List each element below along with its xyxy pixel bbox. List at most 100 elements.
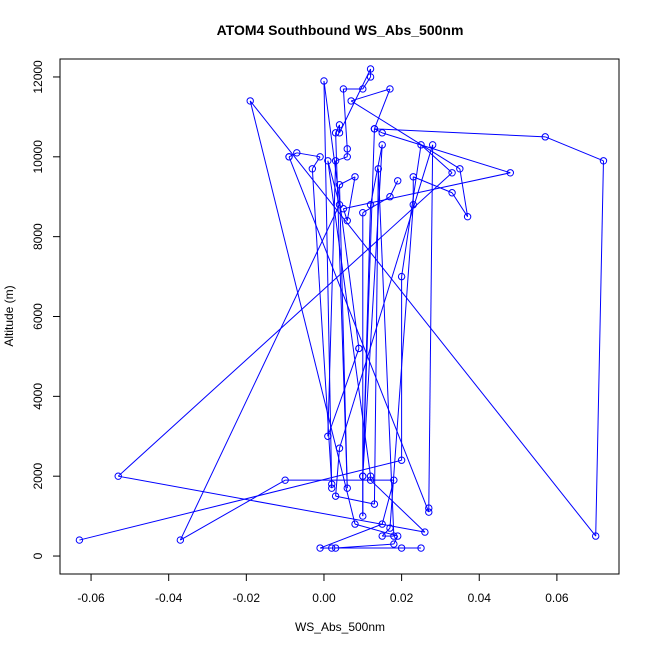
data-point xyxy=(246,97,254,105)
y-tick-label: 10000 xyxy=(31,140,45,174)
series-segment xyxy=(343,172,511,210)
data-point xyxy=(351,520,359,528)
series-segment xyxy=(311,168,333,485)
data-point xyxy=(335,201,344,209)
data-point xyxy=(359,512,367,520)
series-segment xyxy=(377,168,395,537)
y-tick-label: 2000 xyxy=(31,463,45,490)
data-point xyxy=(390,540,398,548)
series-segment xyxy=(545,136,604,162)
series-segment xyxy=(339,176,356,186)
series-segment xyxy=(335,156,348,162)
x-axis: -0.06 -0.04 -0.02 0.00 0.02 0.04 0.06 xyxy=(77,573,569,605)
data-point xyxy=(75,536,84,544)
series-segment xyxy=(373,168,379,505)
series-segment xyxy=(362,144,383,477)
data-point xyxy=(343,484,351,492)
series-segment xyxy=(401,144,422,277)
series-segment xyxy=(374,128,546,138)
data-point xyxy=(386,85,394,93)
data-point xyxy=(335,129,344,137)
data-point xyxy=(386,524,394,532)
data-point xyxy=(394,177,402,185)
data-point xyxy=(343,216,351,225)
series-segment xyxy=(179,204,340,541)
y-tick-label: 0 xyxy=(31,552,45,559)
data-point xyxy=(316,153,324,161)
data-point xyxy=(331,129,340,137)
data-point xyxy=(316,544,324,552)
series-segment xyxy=(339,144,434,449)
y-axis-label: Altitude (m) xyxy=(2,285,16,346)
y-tick-label: 4000 xyxy=(31,383,45,410)
series-segment xyxy=(350,100,461,170)
data-point xyxy=(425,508,433,516)
data-point xyxy=(417,544,425,552)
data-point xyxy=(359,85,367,93)
series-segment xyxy=(296,152,321,158)
series-segment xyxy=(354,523,398,537)
data-point xyxy=(599,157,608,165)
data-point xyxy=(339,205,348,213)
series-segment xyxy=(118,475,425,533)
data-point xyxy=(592,532,600,540)
series-segment xyxy=(327,348,360,437)
x-tick-label: 0.02 xyxy=(390,591,414,605)
series-segment xyxy=(370,479,426,533)
series-segment xyxy=(117,172,453,477)
data-point xyxy=(448,189,456,197)
series-segment xyxy=(595,160,604,537)
data-point xyxy=(335,121,344,129)
data-point xyxy=(308,165,317,173)
data-point xyxy=(425,504,433,512)
data-point xyxy=(328,480,336,488)
series-segment xyxy=(79,459,402,541)
series-segment xyxy=(389,180,399,197)
data-point xyxy=(366,65,375,73)
data-point xyxy=(335,444,344,452)
data-point xyxy=(397,544,406,552)
x-tick-label: 0.00 xyxy=(312,591,336,605)
chart-title: ATOM4 Southbound WS_Abs_500nm xyxy=(217,22,464,38)
data-point xyxy=(541,133,549,141)
data-point xyxy=(176,536,185,544)
data-point xyxy=(343,145,351,153)
data-point xyxy=(324,157,332,165)
series-segment xyxy=(249,100,356,525)
data-point xyxy=(339,85,348,93)
data-point xyxy=(293,149,301,157)
data-point xyxy=(366,476,375,484)
series-segment xyxy=(420,144,453,174)
series-segment xyxy=(311,156,321,170)
data-point xyxy=(448,169,456,177)
series-segment xyxy=(327,160,340,205)
y-axis: 0 2000 4000 6000 8000 10000 12000 xyxy=(31,60,61,559)
series-segment xyxy=(335,495,375,505)
series-segment xyxy=(339,68,372,134)
x-tick-label: -0.04 xyxy=(155,591,183,605)
data-point xyxy=(394,532,402,540)
series-segment xyxy=(288,156,430,513)
data-point xyxy=(378,532,386,540)
series-segment xyxy=(381,480,395,525)
data-point xyxy=(428,141,437,149)
series-segment xyxy=(180,479,286,541)
series-segment xyxy=(335,448,340,497)
series-segment xyxy=(382,132,511,174)
series-segment xyxy=(249,100,597,537)
series-layer xyxy=(75,65,608,552)
data-point xyxy=(328,544,336,552)
series-segment xyxy=(373,88,391,130)
data-point xyxy=(366,472,375,480)
data-point xyxy=(331,544,340,552)
data-point xyxy=(463,212,472,221)
y-tick-label: 6000 xyxy=(31,303,45,330)
series-segment xyxy=(362,76,371,90)
data-point xyxy=(331,492,340,500)
data-point xyxy=(359,472,367,480)
data-point xyxy=(390,476,398,484)
data-point xyxy=(409,173,417,181)
series-segment xyxy=(374,128,383,134)
series-segment xyxy=(346,176,356,221)
